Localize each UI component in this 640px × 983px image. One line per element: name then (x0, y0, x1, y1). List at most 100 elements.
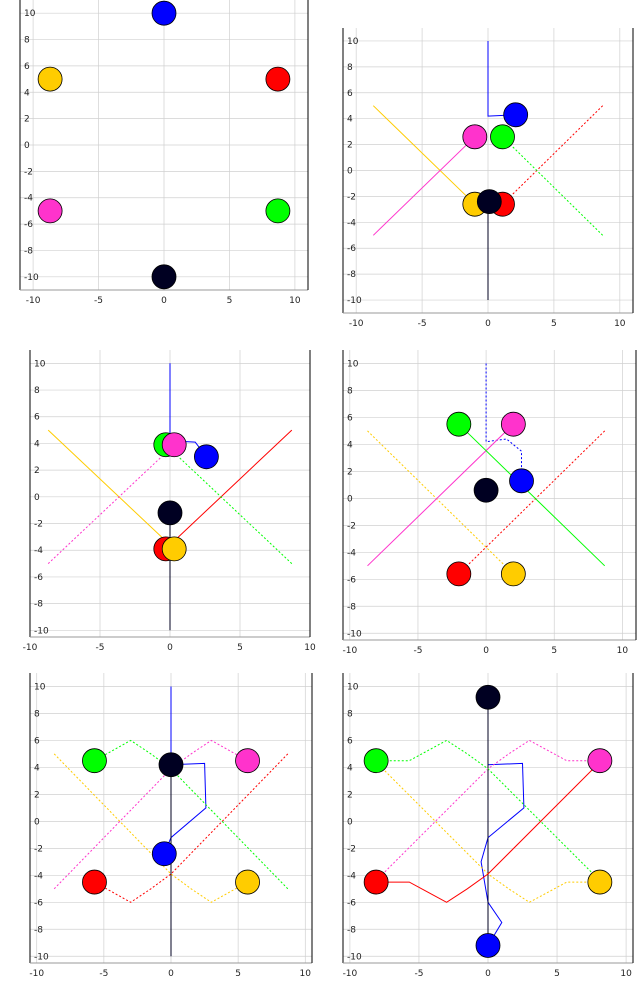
trail-magenta (367, 423, 514, 567)
y-tick-label: -2 (347, 521, 356, 531)
point-red (265, 66, 291, 92)
y-tick-label: 4 (24, 88, 30, 98)
point-green (490, 124, 515, 150)
y-tick-label: -10 (347, 629, 362, 639)
x-tick-label: 0 (161, 296, 167, 306)
y-tick-label: -6 (347, 244, 356, 254)
point-magenta (587, 748, 613, 774)
y-tick-label: -6 (347, 898, 356, 908)
y-tick-label: -2 (347, 844, 356, 854)
x-tick-label: -10 (26, 296, 41, 306)
point-magenta (500, 411, 526, 437)
trail-magenta (372, 136, 476, 236)
y-tick-label: 4 (347, 440, 353, 450)
y-tick-label: 0 (347, 817, 353, 827)
x-tick-label: -10 (349, 319, 364, 329)
y-tick-label: 8 (347, 63, 353, 73)
chart-panel-6: -10 -8 -6 -4 -2 0 2 4 6 8 10 -10 -5 0 5 10 (342, 673, 634, 983)
y-tick-label: -4 (34, 871, 43, 881)
y-tick-label: 2 (24, 115, 30, 125)
y-tick-label: -6 (24, 220, 33, 230)
y-tick-label: 0 (24, 141, 30, 151)
point-green (82, 748, 107, 774)
y-tick-label: -4 (347, 548, 356, 558)
y-tick-label: 2 (34, 790, 40, 800)
x-tick-label: 10 (617, 646, 629, 656)
y-tick-label: -4 (24, 194, 33, 204)
y-tick-label: -2 (347, 192, 356, 202)
y-tick-label: -10 (34, 952, 49, 962)
y-tick-label: -8 (347, 925, 356, 935)
y-tick-label: -2 (34, 520, 43, 530)
point-green (265, 198, 291, 224)
point-black (476, 189, 502, 214)
point-magenta (462, 124, 488, 150)
x-tick-label: 5 (227, 296, 233, 306)
trail-red (94, 753, 289, 903)
y-tick-label: -10 (24, 273, 39, 283)
trail-magenta (47, 444, 175, 564)
y-tick-label: 2 (347, 790, 353, 800)
point-blue (151, 0, 177, 26)
point-green (363, 748, 389, 774)
point-black (157, 500, 183, 526)
point-black (473, 477, 499, 503)
point-blue (193, 444, 219, 470)
point-magenta (161, 432, 187, 458)
y-tick-label: 2 (34, 466, 40, 476)
y-tick-label: 10 (34, 682, 46, 692)
trail-magenta (367, 739, 600, 890)
y-tick-label: 4 (34, 439, 40, 449)
point-blue (503, 102, 529, 128)
y-tick-label: 6 (347, 736, 353, 746)
y-tick-label: -2 (24, 167, 33, 177)
x-tick-label: 10 (614, 319, 626, 329)
y-tick-label: -6 (34, 898, 43, 908)
point-red (82, 869, 107, 895)
trail-blue (163, 686, 207, 854)
chart-panel-1: -10 -8 -6 -4 -2 0 2 4 6 8 10 -10 -5 0 5 10 (19, 0, 309, 310)
x-tick-label: -5 (413, 646, 422, 656)
y-tick-label: 0 (347, 167, 353, 177)
y-tick-label: 0 (34, 493, 40, 503)
chart-svg-4: -10 -8 -6 -4 -2 0 2 4 6 8 10 -10 -5 0 5 10 (342, 350, 637, 656)
y-tick-label: -4 (34, 546, 43, 556)
y-tick-label: -4 (347, 871, 356, 881)
trail-green (94, 739, 289, 890)
x-tick-label: 10 (300, 969, 312, 979)
y-tick-label: 10 (347, 359, 359, 369)
x-tick-label: -5 (96, 643, 105, 653)
y-tick-label: 6 (34, 413, 40, 423)
y-tick-label: -10 (347, 952, 362, 962)
y-tick-label: 10 (347, 682, 359, 692)
y-tick-label: 4 (347, 763, 353, 773)
y-tick-label: 8 (34, 386, 40, 396)
y-tick-label: 4 (347, 115, 353, 125)
chart-svg-2: -10 -8 -6 -4 -2 0 2 4 6 8 10 -10 -5 0 5 10 (342, 28, 634, 329)
chart-svg-5: -10 -8 -6 -4 -2 0 2 4 6 8 10 -10 -5 0 5 10 (29, 673, 313, 979)
y-tick-label: 10 (34, 359, 46, 369)
point-black (158, 752, 184, 778)
y-tick-label: 0 (347, 494, 353, 504)
chart-svg-1: -10 -8 -6 -4 -2 0 2 4 6 8 10 -10 -5 0 5 10 (19, 0, 309, 306)
trail-magenta (53, 739, 248, 890)
point-black (151, 264, 177, 290)
y-tick-label: 8 (24, 36, 30, 46)
trail-green (458, 423, 606, 567)
chart-svg-6: -10 -8 -6 -4 -2 0 2 4 6 8 10 -10 -5 0 5 10 (342, 673, 634, 979)
x-tick-label: -10 (23, 643, 38, 653)
y-tick-label: -8 (34, 925, 43, 935)
y-tick-label: -10 (34, 626, 49, 636)
chart-panel-4: -10 -8 -6 -4 -2 0 2 4 6 8 10 -10 -5 0 5 10 (342, 350, 637, 660)
point-yellow (235, 869, 260, 895)
y-tick-label: -2 (34, 844, 43, 854)
y-tick-label: -10 (347, 296, 362, 306)
point-green (446, 411, 472, 437)
y-tick-label: 6 (347, 413, 353, 423)
point-magenta (37, 198, 63, 224)
x-tick-label: 5 (235, 969, 241, 979)
chart-panel-2: -10 -8 -6 -4 -2 0 2 4 6 8 10 -10 -5 0 5 10 (342, 28, 634, 333)
x-tick-label: 10 (289, 296, 301, 306)
point-blue (509, 468, 534, 494)
